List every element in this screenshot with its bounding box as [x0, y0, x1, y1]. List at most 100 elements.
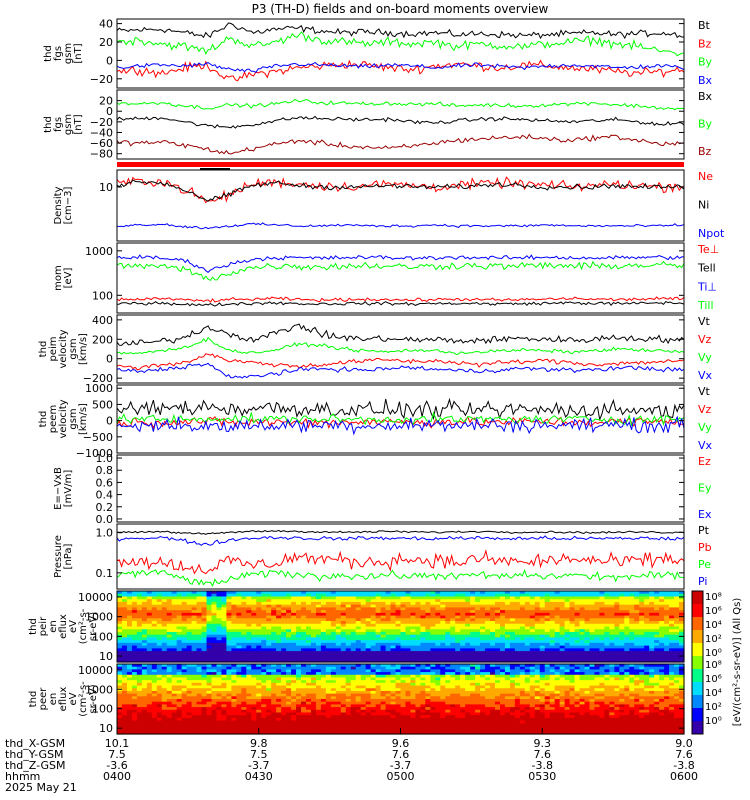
heatmap-cell [261, 645, 267, 649]
heatmap-cell [146, 651, 153, 655]
heatmap-cell [266, 731, 272, 735]
heatmap-cell [420, 685, 426, 689]
heatmap-cell [485, 645, 491, 649]
heatmap-cell [390, 612, 397, 617]
heatmap-cell [654, 659, 660, 663]
heatmap-cell [241, 723, 247, 727]
heatmap-cell [181, 731, 188, 735]
heatmap-cell [176, 685, 183, 689]
heatmap-cell [261, 717, 267, 722]
heatmap-cell [296, 680, 302, 684]
heatmap-cell [564, 651, 571, 655]
heatmap-cell [465, 648, 471, 652]
heatmap-cell [291, 645, 297, 649]
heatmap-cell [216, 669, 223, 673]
heatmap-cell [156, 672, 163, 676]
heatmap-cell [176, 712, 183, 716]
heatmap-cell [241, 669, 247, 673]
heatmap-cell [430, 693, 436, 697]
heatmap-cell [151, 707, 158, 711]
heatmap-cell [241, 623, 247, 628]
heatmap-cell [355, 717, 362, 722]
heatmap-cell [151, 612, 158, 617]
y-axis-label: eflux [58, 614, 69, 639]
heatmap-cell [470, 623, 476, 628]
heatmap-cell [176, 604, 183, 608]
heatmap-cell [181, 699, 188, 703]
heatmap-cell [117, 610, 123, 614]
heatmap-cell [594, 607, 601, 611]
heatmap-cell [151, 728, 158, 732]
heatmap-cell [330, 712, 337, 716]
heatmap-cell [261, 696, 267, 700]
heatmap-cell [664, 593, 670, 598]
heatmap-cell [315, 631, 322, 636]
heatmap-cell [226, 682, 232, 687]
heatmap-cell [256, 612, 262, 617]
heatmap-cell [211, 653, 218, 658]
heatmap-cell [355, 596, 362, 600]
heatmap-cell [166, 629, 173, 633]
heatmap-cell [286, 680, 292, 684]
heatmap-cell [634, 610, 640, 614]
heatmap-cell [281, 591, 287, 595]
heatmap-cell [136, 699, 143, 703]
heatmap-cell [425, 645, 431, 649]
heatmap-cell [370, 648, 377, 652]
heatmap-cell [460, 672, 466, 676]
heatmap-cell [176, 664, 183, 668]
heatmap-cell [669, 629, 675, 633]
heatmap-cell [161, 631, 168, 636]
heatmap-cell [629, 656, 635, 660]
heatmap-cell [519, 591, 526, 595]
heatmap-cell [117, 696, 123, 700]
heatmap-cell [281, 699, 287, 703]
heatmap-cell [649, 645, 655, 649]
heatmap-cell [614, 607, 620, 611]
heatmap-cell [141, 717, 148, 722]
heatmap-cell [286, 612, 292, 617]
heatmap-cell [475, 612, 481, 617]
heatmap-cell [355, 656, 362, 660]
heatmap-cell [365, 712, 372, 716]
heatmap-cell [390, 715, 397, 719]
heatmap-cell [410, 656, 417, 660]
heatmap-cell [131, 682, 138, 687]
heatmap-cell [480, 623, 486, 628]
heatmap-cell [156, 656, 163, 660]
heatmap-cell [370, 637, 377, 641]
panel-frame [116, 523, 685, 590]
heatmap-cell [370, 725, 377, 730]
heatmap-cell [191, 720, 198, 724]
heatmap-cell [310, 599, 317, 603]
heatmap-cell [385, 640, 392, 644]
heatmap-cell [465, 631, 471, 636]
heatmap-cell [375, 666, 382, 670]
heatmap-cell [539, 642, 546, 647]
heatmap-cell [286, 618, 292, 622]
heatmap-cell [286, 731, 292, 735]
heatmap-cell [405, 696, 412, 700]
heatmap-cell [121, 642, 128, 647]
heatmap-cell [156, 642, 163, 647]
heatmap-cell [325, 693, 332, 697]
heatmap-cell [420, 591, 426, 595]
heatmap-cell [539, 631, 546, 636]
heatmap-cell [246, 715, 252, 719]
heatmap-cell [151, 648, 158, 652]
heatmap-cell [335, 725, 342, 730]
heatmap-cell [425, 599, 431, 603]
heatmap-cell [211, 725, 218, 730]
heatmap-cell [166, 682, 173, 687]
heatmap-cell [430, 725, 436, 730]
heatmap-cell [584, 618, 591, 622]
heatmap-cell [151, 731, 158, 735]
heatmap-cell [206, 612, 213, 617]
heatmap-cell [450, 596, 456, 600]
heatmap-cell [619, 642, 625, 647]
heatmap-cell [350, 596, 357, 600]
heatmap-cell [534, 640, 541, 644]
heatmap-cell [634, 599, 640, 603]
heatmap-cell [340, 653, 347, 658]
